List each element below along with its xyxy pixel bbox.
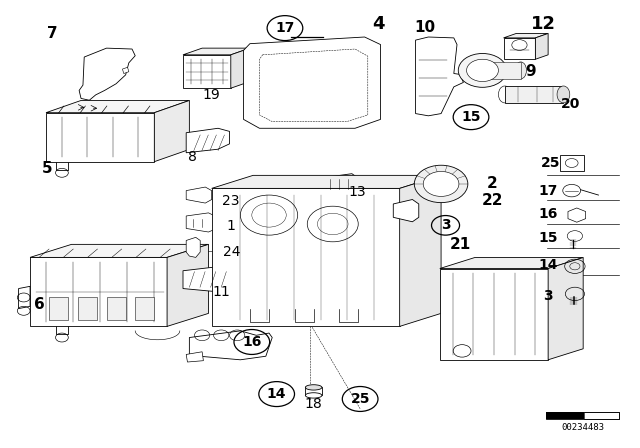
Text: 19: 19 (203, 88, 221, 102)
Polygon shape (212, 188, 399, 327)
Polygon shape (548, 258, 583, 360)
Polygon shape (46, 100, 189, 113)
Text: 14: 14 (538, 258, 558, 272)
Polygon shape (212, 175, 441, 188)
Polygon shape (546, 412, 584, 419)
Polygon shape (167, 244, 209, 327)
Text: 22: 22 (481, 194, 503, 208)
Polygon shape (440, 268, 548, 360)
Text: 15: 15 (538, 231, 558, 245)
Polygon shape (399, 175, 441, 327)
Ellipse shape (305, 385, 322, 390)
Text: 7: 7 (47, 26, 58, 41)
Polygon shape (49, 297, 68, 320)
Ellipse shape (557, 86, 570, 103)
Text: 25: 25 (350, 392, 370, 406)
Text: 11: 11 (212, 284, 230, 299)
Polygon shape (394, 199, 419, 222)
Text: 23: 23 (222, 194, 239, 208)
Text: 16: 16 (538, 207, 558, 221)
Text: 24: 24 (223, 245, 241, 258)
Text: 4: 4 (372, 15, 385, 33)
Polygon shape (19, 286, 30, 309)
Circle shape (458, 53, 507, 87)
Polygon shape (30, 244, 209, 258)
Polygon shape (183, 48, 250, 55)
Text: 9: 9 (525, 64, 536, 79)
Polygon shape (189, 331, 272, 360)
Polygon shape (186, 213, 217, 232)
Text: 13: 13 (348, 185, 366, 199)
Polygon shape (326, 174, 357, 194)
Polygon shape (186, 352, 204, 362)
Polygon shape (305, 388, 322, 396)
Polygon shape (244, 37, 381, 128)
Text: 5: 5 (42, 161, 52, 176)
Polygon shape (79, 48, 135, 100)
Polygon shape (504, 38, 536, 59)
Ellipse shape (499, 86, 511, 103)
Polygon shape (536, 34, 548, 59)
Polygon shape (186, 128, 230, 153)
Text: 16: 16 (242, 335, 262, 349)
Ellipse shape (515, 62, 527, 79)
Polygon shape (584, 412, 620, 419)
Polygon shape (183, 266, 233, 292)
Text: 18: 18 (305, 397, 323, 411)
Polygon shape (186, 237, 200, 258)
Ellipse shape (305, 393, 322, 398)
Text: 17: 17 (275, 21, 294, 35)
Circle shape (423, 172, 459, 196)
Text: 8: 8 (188, 150, 197, 164)
Text: 20: 20 (561, 97, 580, 111)
Polygon shape (568, 208, 586, 222)
Text: 21: 21 (449, 237, 471, 251)
Text: 6: 6 (35, 297, 45, 312)
Text: 15: 15 (461, 110, 481, 124)
Circle shape (467, 59, 499, 82)
Polygon shape (505, 86, 563, 103)
Polygon shape (440, 258, 583, 268)
Text: 3: 3 (543, 289, 553, 303)
Polygon shape (122, 67, 129, 73)
Polygon shape (231, 48, 250, 88)
Polygon shape (78, 297, 97, 320)
Text: 2: 2 (486, 177, 497, 191)
Circle shape (414, 165, 468, 202)
Polygon shape (559, 155, 584, 171)
Polygon shape (483, 62, 521, 79)
Text: 1: 1 (227, 219, 236, 233)
Polygon shape (106, 297, 125, 320)
Text: 17: 17 (538, 184, 558, 198)
Text: 12: 12 (531, 15, 556, 33)
Polygon shape (135, 297, 154, 320)
Polygon shape (46, 113, 154, 162)
Polygon shape (154, 100, 189, 162)
Text: 10: 10 (415, 20, 436, 34)
Polygon shape (186, 187, 212, 203)
Polygon shape (30, 258, 167, 327)
Polygon shape (183, 55, 231, 88)
Text: 00234483: 00234483 (561, 423, 604, 432)
Text: 25: 25 (541, 156, 561, 170)
Polygon shape (415, 37, 463, 116)
Text: 3: 3 (441, 218, 451, 233)
Polygon shape (504, 34, 548, 38)
Text: 14: 14 (267, 387, 287, 401)
